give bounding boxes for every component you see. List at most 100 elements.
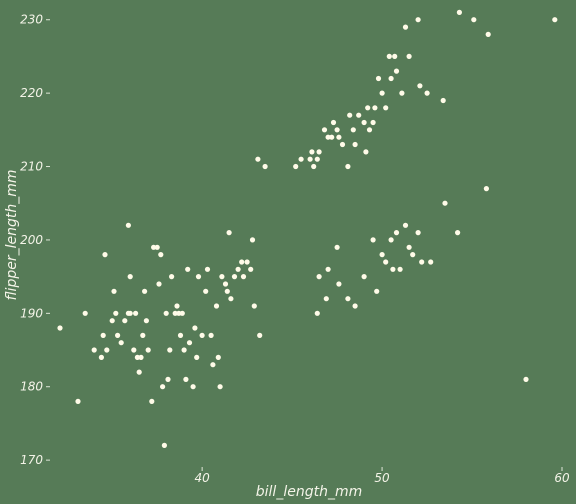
data-point [407,54,412,59]
data-point [115,333,120,338]
data-point [155,245,160,250]
data-point [144,318,149,323]
y-axis-title: flipper_length_mm [4,170,20,301]
data-point [126,223,131,228]
y-tick-label: 210 [20,160,43,174]
data-point [239,259,244,264]
data-point [99,355,104,360]
data-point [345,164,350,169]
data-point [340,142,345,147]
data-point [174,303,179,308]
data-point [158,252,163,257]
data-point [236,267,241,272]
data-point [371,237,376,242]
data-point [403,25,408,30]
data-point [137,370,142,375]
data-point [308,157,313,162]
data-point [317,149,322,154]
data-point [345,296,350,301]
data-point [245,259,250,264]
data-point [329,135,334,140]
data-point [149,399,154,404]
data-point [209,333,214,338]
data-point [419,259,424,264]
data-point [392,54,397,59]
data-point [183,377,188,382]
data-point [182,347,187,352]
data-point [425,91,430,96]
data-point [442,201,447,206]
data-point [353,142,358,147]
data-point [194,355,199,360]
data-point [110,318,115,323]
data-point [241,274,246,279]
data-point [356,113,361,118]
data-point [552,17,557,22]
data-point [128,274,133,279]
data-point [92,347,97,352]
data-point [299,157,304,162]
data-point [102,252,107,257]
data-point [187,340,192,345]
data-point [192,325,197,330]
data-point [336,135,341,140]
x-tick-label: 40 [195,471,211,485]
data-point [214,303,219,308]
data-point [165,377,170,382]
data-point [133,311,138,316]
data-point [523,377,528,382]
data-point [113,311,118,316]
data-point [164,311,169,316]
data-point [336,281,341,286]
data-point [227,230,232,235]
data-point [191,384,196,389]
data-point [428,259,433,264]
data-point [203,289,208,294]
data-point [389,237,394,242]
data-point [146,347,151,352]
data-point [365,105,370,110]
data-point [367,127,372,132]
data-point [383,105,388,110]
data-point [457,10,462,15]
data-point [403,223,408,228]
data-point [225,289,230,294]
x-tick-label: 60 [554,471,570,485]
data-point [326,267,331,272]
data-point [347,113,352,118]
data-point [162,443,167,448]
data-point [200,333,205,338]
data-point [394,69,399,74]
data-point [311,164,316,169]
data-point [322,127,327,132]
data-point [416,230,421,235]
data-point [101,333,106,338]
data-point [119,340,124,345]
data-point [331,120,336,125]
data-point [293,164,298,169]
y-tick-label: 170 [20,453,43,467]
data-point [315,311,320,316]
data-point [371,120,376,125]
data-point [441,98,446,103]
data-point [362,274,367,279]
data-point [399,91,404,96]
x-tick-label: 50 [374,471,390,485]
data-point [387,54,392,59]
data-point [250,237,255,242]
data-point [160,384,165,389]
data-point [142,289,147,294]
data-point [309,149,314,154]
y-tick-label: 230 [20,13,43,27]
data-point [205,267,210,272]
data-point [104,347,109,352]
data-point [416,17,421,22]
data-point [383,259,388,264]
data-point [180,311,185,316]
data-point [223,281,228,286]
y-tick-label: 190 [20,306,43,320]
data-point [471,17,476,22]
data-point [252,303,257,308]
data-point [390,267,395,272]
